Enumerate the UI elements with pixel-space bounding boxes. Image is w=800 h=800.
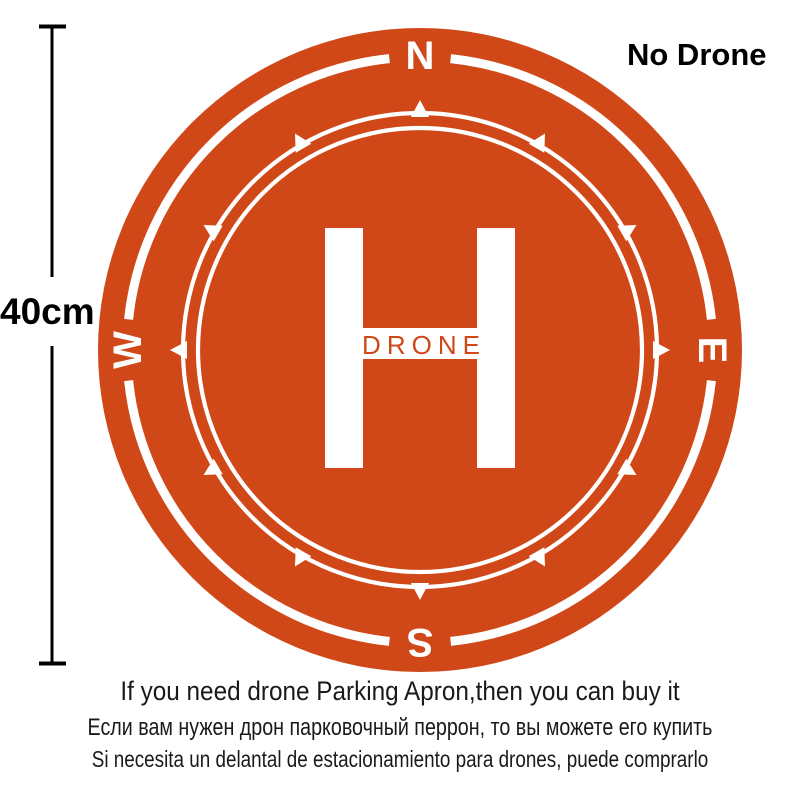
- compass-south-label: S: [407, 620, 434, 664]
- compass-ring: [124, 54, 716, 646]
- caption-spanish: Si necesita un delantal de estacionamien…: [91, 746, 709, 772]
- compass-west-label: W: [106, 331, 150, 369]
- drone-wordmark: DRONE: [362, 330, 486, 360]
- dimension-line: [39, 24, 66, 666]
- tick-triangle: [528, 133, 545, 153]
- inner-ring-inner: [195, 125, 645, 575]
- no-drone-label: No Drone: [627, 37, 767, 72]
- tick-triangle: [295, 547, 312, 567]
- tick-triangle: [653, 341, 670, 359]
- tick-triangle: [295, 133, 312, 153]
- tick-triangle: [528, 547, 545, 567]
- tick-triangle: [617, 458, 637, 475]
- tick-triangle: [411, 583, 429, 600]
- size-label: 40cm: [0, 291, 95, 332]
- compass-ring-arc-sw: [124, 380, 390, 646]
- helipad-h-mark: [325, 228, 515, 468]
- tick-triangle: [411, 100, 429, 117]
- h-left-bar: [325, 228, 363, 468]
- caption-russian: Если вам нужен дрон парковочный перрон, …: [87, 714, 713, 741]
- h-right-bar: [477, 228, 515, 468]
- tick-triangle: [203, 458, 223, 475]
- compass-ring-arc-es: [450, 380, 716, 646]
- tick-triangle: [617, 225, 637, 242]
- compass-ring-arc-wn: [124, 54, 390, 320]
- compass-ring-arc-ne: [450, 54, 716, 320]
- tick-triangle: [170, 341, 187, 359]
- compass-north-label: N: [406, 34, 435, 78]
- caption-english: If you need drone Parking Apron,then you…: [120, 676, 680, 706]
- tick-triangles: [170, 100, 670, 600]
- compass-east-label: E: [690, 337, 734, 364]
- h-crossbar: [362, 328, 479, 359]
- tick-triangle: [203, 225, 223, 242]
